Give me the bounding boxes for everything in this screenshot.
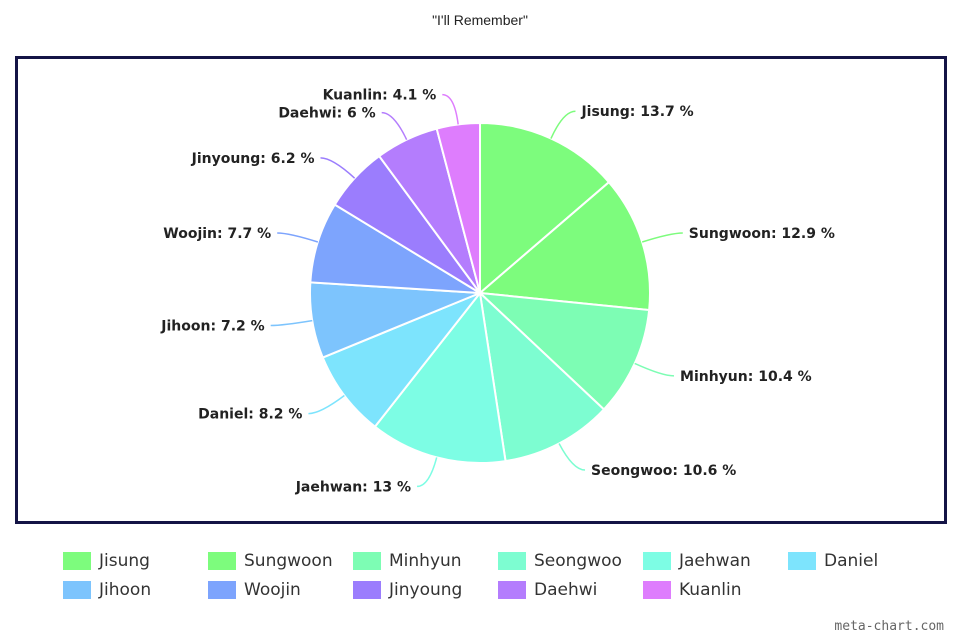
legend-swatch	[788, 552, 816, 570]
legend-item-daehwi: Daehwi	[498, 579, 597, 601]
legend-item-kuanlin: Kuanlin	[643, 579, 742, 601]
legend-swatch	[643, 552, 671, 570]
legend-item-jaehwan: Jaehwan	[643, 550, 751, 572]
leader-line-woojin	[277, 232, 319, 243]
slice-label-minhyun: Minhyun: 10.4 %	[680, 369, 812, 385]
leader-line-jisung	[550, 110, 576, 139]
legend-swatch	[208, 552, 236, 570]
chart-title: "I'll Remember"	[432, 12, 528, 28]
pie-slice-seongwoo	[478, 290, 606, 463]
leader-line-daehwi	[381, 111, 408, 140]
legend-item-jihoon: Jihoon	[63, 579, 151, 601]
slice-label-daehwi: Daehwi: 6 %	[278, 106, 375, 122]
slice-label-daniel: Daniel: 8.2 %	[198, 407, 302, 423]
legend-label: Jaehwan	[679, 551, 751, 571]
credit-text: meta-chart.com	[834, 619, 944, 634]
legend-swatch	[63, 552, 91, 570]
legend-item-minhyun: Minhyun	[353, 550, 462, 572]
legend-label: Sungwoon	[244, 551, 333, 571]
legend-item-jisung: Jisung	[63, 550, 150, 572]
legend-label: Jihoon	[99, 580, 152, 600]
legend-label: Jisung	[99, 551, 150, 571]
legend-swatch	[353, 581, 381, 599]
leader-line-kuanlin	[442, 93, 459, 125]
legend-swatch	[498, 552, 526, 570]
pie-slice-sungwoon	[477, 180, 651, 312]
slice-label-jihoon: Jihoon: 7.2 %	[160, 319, 264, 335]
legend-swatch	[498, 581, 526, 599]
legend-label: Daniel	[824, 551, 879, 571]
leader-line-minhyun	[634, 362, 675, 377]
leader-line-jinyoung	[320, 157, 356, 179]
legend-label: Kuanlin	[679, 580, 742, 600]
legend-item-woojin: Woojin	[208, 579, 301, 601]
pie-slice-jaehwan	[373, 290, 507, 464]
pie-slice-minhyun	[477, 291, 651, 411]
legend-swatch	[63, 581, 91, 599]
leader-line-jihoon	[270, 319, 313, 327]
legend-swatch	[353, 552, 381, 570]
slice-label-jaehwan: Jaehwan: 13 %	[295, 479, 411, 495]
legend-item-jinyoung: Jinyoung	[353, 579, 462, 601]
slice-label-jinyoung: Jinyoung: 6.2 %	[191, 151, 315, 167]
legend-label: Daehwi	[534, 580, 598, 600]
legend-label: Minhyun	[389, 551, 462, 571]
leader-line-seongwoo	[558, 443, 586, 471]
slice-label-jisung: Jisung: 13.7 %	[580, 104, 693, 120]
legend-swatch	[208, 581, 236, 599]
legend-item-seongwoo: Seongwoo	[498, 550, 622, 572]
leader-line-sungwoon	[641, 232, 683, 243]
legend-item-daniel: Daniel	[788, 550, 878, 572]
slice-label-sungwoon: Sungwoon: 12.9 %	[689, 226, 835, 242]
legend-item-sungwoon: Sungwoon	[208, 550, 333, 572]
leader-line-daniel	[308, 394, 345, 415]
legend-swatch	[643, 581, 671, 599]
legend-label: Woojin	[244, 580, 301, 600]
pie-slice-kuanlin	[435, 121, 481, 294]
chart-frame	[15, 56, 947, 524]
legend-label: Jinyoung	[389, 580, 463, 600]
slice-label-woojin: Woojin: 7.7 %	[163, 226, 271, 242]
pie-slice-daniel	[321, 290, 484, 429]
slice-label-seongwoo: Seongwoo: 10.6 %	[591, 463, 736, 479]
legend-label: Seongwoo	[534, 551, 622, 571]
leader-line-jaehwan	[416, 457, 438, 488]
slice-label-kuanlin: Kuanlin: 4.1 %	[323, 88, 437, 104]
